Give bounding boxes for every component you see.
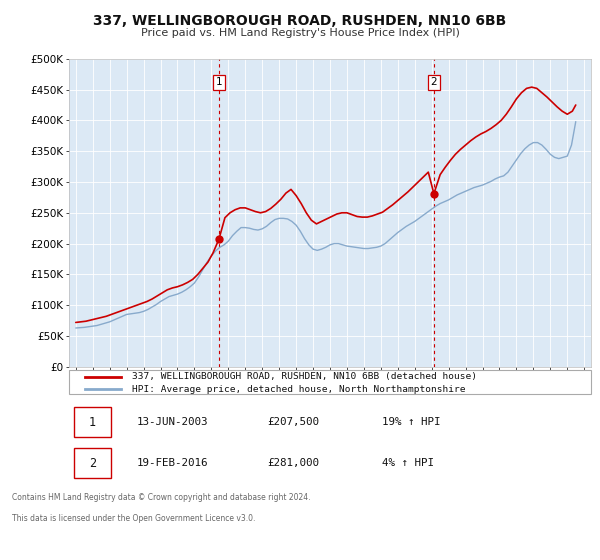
Text: Contains HM Land Registry data © Crown copyright and database right 2024.: Contains HM Land Registry data © Crown c… [12,493,311,502]
Text: HPI: Average price, detached house, North Northamptonshire: HPI: Average price, detached house, Nort… [131,385,465,394]
FancyBboxPatch shape [69,370,591,394]
Text: 19-FEB-2016: 19-FEB-2016 [137,458,208,468]
Text: 1: 1 [89,416,96,429]
Text: 337, WELLINGBOROUGH ROAD, RUSHDEN, NN10 6BB: 337, WELLINGBOROUGH ROAD, RUSHDEN, NN10 … [94,14,506,28]
Text: 4% ↑ HPI: 4% ↑ HPI [382,458,434,468]
FancyBboxPatch shape [74,448,111,478]
Text: 19% ↑ HPI: 19% ↑ HPI [382,417,440,427]
Text: Price paid vs. HM Land Registry's House Price Index (HPI): Price paid vs. HM Land Registry's House … [140,28,460,38]
Text: 2: 2 [431,77,437,87]
Text: 2: 2 [89,456,96,470]
Text: This data is licensed under the Open Government Licence v3.0.: This data is licensed under the Open Gov… [12,514,256,522]
Text: 13-JUN-2003: 13-JUN-2003 [137,417,208,427]
Text: 337, WELLINGBOROUGH ROAD, RUSHDEN, NN10 6BB (detached house): 337, WELLINGBOROUGH ROAD, RUSHDEN, NN10 … [131,372,476,381]
FancyBboxPatch shape [74,407,111,437]
Text: £281,000: £281,000 [268,458,319,468]
Text: 1: 1 [215,77,223,87]
Text: £207,500: £207,500 [268,417,319,427]
